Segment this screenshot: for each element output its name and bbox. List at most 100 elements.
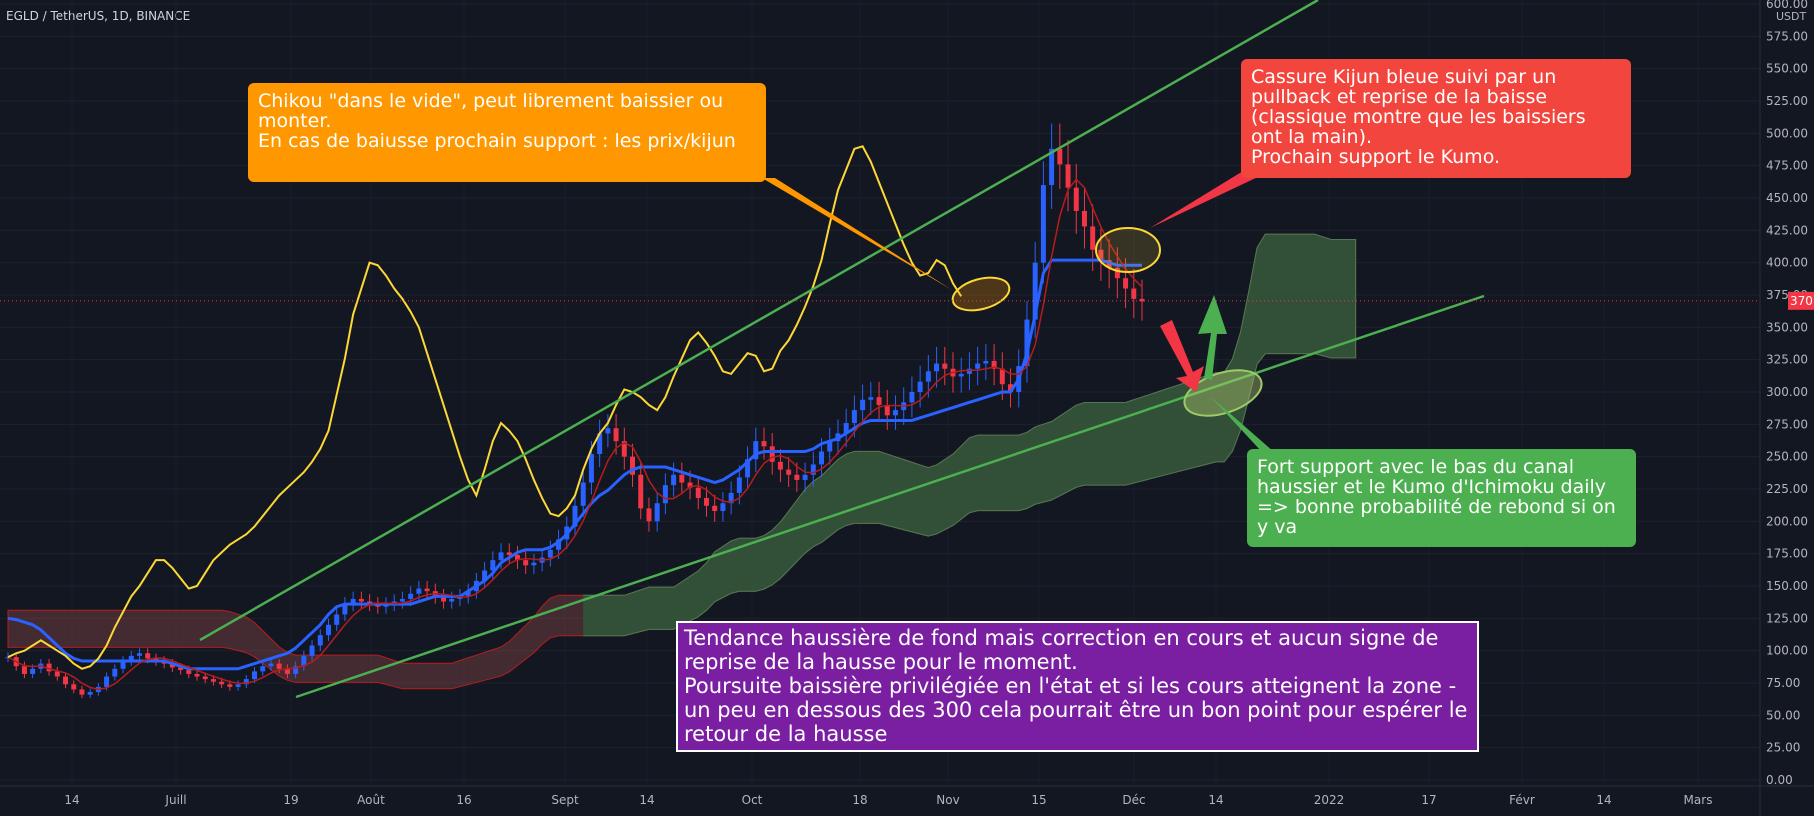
- time-axis[interactable]: 14 Juill 19 Août 16 Sept 14 Oct 18 Nov 15 Déc 14 2022…: [0, 785, 1814, 807]
- candle-body: [876, 397, 882, 405]
- x-tick-label: 16: [456, 793, 471, 807]
- candle-body: [1024, 319, 1030, 367]
- candle-body: [892, 410, 898, 416]
- candle-body: [325, 624, 331, 636]
- green-pointer: [1210, 396, 1274, 452]
- y-tick-label: 100.00: [1766, 644, 1808, 658]
- green-note[interactable]: Fort support avec le bas du canal haussi…: [1247, 449, 1636, 547]
- y-tick-label: 600.00: [1766, 0, 1808, 11]
- candle-body: [317, 635, 323, 646]
- candle-body: [243, 679, 249, 685]
- y-tick-label: 200.00: [1766, 514, 1808, 528]
- candle-body: [1139, 298, 1145, 302]
- candle-body: [506, 552, 512, 555]
- candle-body: [646, 508, 652, 522]
- candle-body: [769, 446, 775, 462]
- candle-body: [851, 410, 857, 424]
- candle-body: [531, 562, 537, 566]
- candle-body: [136, 653, 142, 656]
- candle-body: [588, 454, 594, 483]
- candle-body: [104, 676, 110, 687]
- candle-body: [128, 655, 134, 662]
- y-tick-label: 150.00: [1766, 579, 1808, 593]
- candle-body: [514, 554, 520, 561]
- candle-body: [309, 645, 315, 656]
- candle-body: [983, 360, 989, 364]
- candle-body: [1123, 278, 1129, 289]
- candle-body: [679, 474, 685, 483]
- y-tick-label: 0.00: [1766, 773, 1793, 787]
- candle-body: [1114, 267, 1120, 279]
- candle-body: [227, 684, 233, 687]
- red-note[interactable]: Cassure Kijun bleue suivi par un pullbac…: [1241, 59, 1631, 178]
- candle-body: [210, 679, 216, 682]
- candle-body: [703, 498, 709, 506]
- candle-body: [268, 663, 274, 667]
- x-tick-label: Déc: [1122, 793, 1145, 807]
- candle-body: [112, 668, 118, 677]
- candle-body: [942, 363, 948, 369]
- y-tick-label: 25.00: [1766, 741, 1800, 755]
- candle-body: [219, 681, 225, 685]
- candle-body: [630, 456, 636, 475]
- pullback-ellipse: [1095, 227, 1161, 273]
- red-arrow: [1160, 320, 1204, 392]
- candle-body: [613, 428, 619, 442]
- y-tick-label: 275.00: [1766, 417, 1808, 431]
- candle-body: [917, 381, 923, 392]
- x-tick-label: Mars: [1684, 793, 1713, 807]
- last-price-tag: [1788, 291, 1814, 310]
- y-tick-label: 50.00: [1766, 708, 1800, 722]
- candle-body: [597, 433, 603, 455]
- y-tick-label: 75.00: [1766, 676, 1800, 690]
- candle-body: [424, 588, 430, 592]
- candle-body: [178, 667, 184, 671]
- y-tick-label: 525.00: [1766, 94, 1808, 108]
- candle-body: [794, 474, 800, 480]
- candle-body: [350, 598, 356, 605]
- orange-pointer: [762, 178, 952, 290]
- candle-body: [1081, 210, 1087, 227]
- candle-body: [802, 474, 808, 480]
- candle-body: [1040, 185, 1046, 263]
- y-tick-label: 500.00: [1766, 126, 1808, 140]
- x-tick-label: 14: [639, 793, 654, 807]
- purple-note[interactable]: Tendance haussière de fond mais correcti…: [676, 621, 1479, 752]
- candle-body: [580, 482, 586, 506]
- candle-body: [966, 368, 972, 374]
- candle-body: [334, 614, 340, 625]
- channel-upper-line: [199, 0, 1319, 642]
- candle-body: [827, 441, 833, 452]
- candle-body: [761, 441, 767, 447]
- candle-body: [621, 441, 627, 457]
- candle-body: [909, 392, 915, 403]
- candle-body: [358, 598, 364, 602]
- candle-body: [712, 505, 718, 511]
- candle-body: [720, 503, 726, 511]
- candle-body: [860, 399, 866, 411]
- candle-body: [695, 487, 701, 499]
- candle-body: [235, 684, 241, 687]
- candle-body: [71, 684, 77, 690]
- candle-body: [810, 464, 816, 475]
- tenkan-line: [7, 178, 1143, 691]
- candle-body: [843, 423, 849, 434]
- candle-body: [999, 368, 1005, 385]
- candle-body: [975, 363, 981, 369]
- candle-body: [79, 689, 85, 695]
- symbol-title: EGLD / TetherUS, 1D, BINANCE: [6, 9, 191, 23]
- candle-body: [408, 593, 414, 599]
- candle-body: [572, 505, 578, 527]
- candle-body: [991, 360, 997, 369]
- candle-body: [1090, 226, 1096, 250]
- y-tick-label: 550.00: [1766, 62, 1808, 76]
- candle-body: [671, 474, 677, 486]
- candle-body: [728, 492, 734, 504]
- y-tick-label: 450.00: [1766, 191, 1808, 205]
- x-tick-label: 17: [1421, 793, 1436, 807]
- orange-note[interactable]: Chikou "dans le vide", peut librement ba…: [248, 83, 766, 182]
- y-tick-label: 300.00: [1766, 385, 1808, 399]
- candle-body: [687, 482, 693, 488]
- candle-body: [958, 373, 964, 377]
